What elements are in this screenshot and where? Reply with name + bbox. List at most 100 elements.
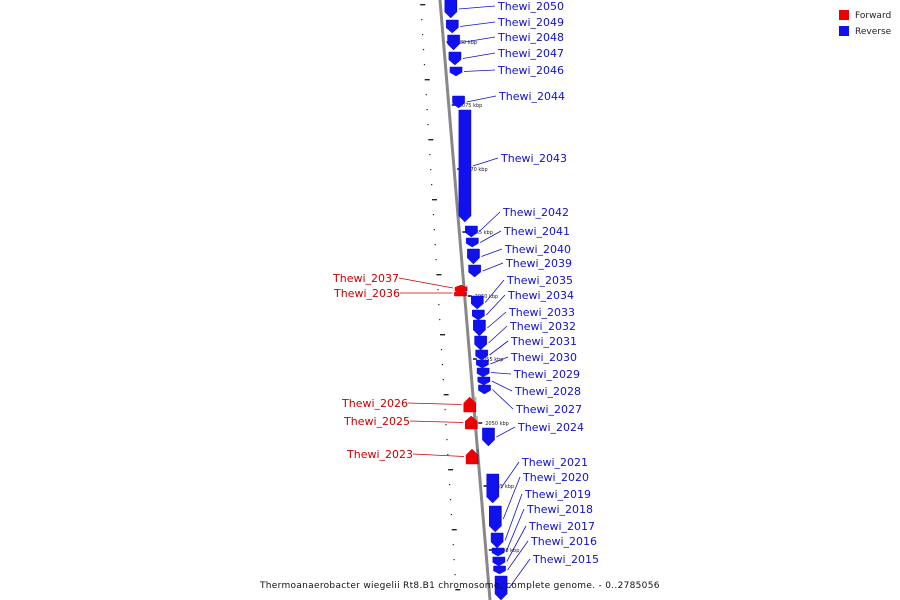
gene-leader-line (500, 461, 520, 489)
gene-leader-line (463, 69, 496, 72)
gene-arrow (476, 367, 490, 378)
dotted-guide-mark (420, 4, 426, 6)
dotted-guide-mark (449, 499, 452, 501)
gene-label: Thewi_2023 (346, 448, 413, 461)
gene-labels: Thewi_2050 Thewi_2049 Thewi_2048 Thewi_2047… (332, 0, 599, 589)
dotted-guide-mark (421, 19, 423, 21)
legend-reverse-swatch (839, 26, 849, 36)
dotted-guide-mark (439, 319, 441, 321)
gene-leader-line (480, 230, 502, 243)
gene-arrow (465, 225, 478, 238)
gene-label: Thewi_2050 (497, 0, 564, 13)
gene-label: Thewi_2021 (521, 456, 588, 469)
dotted-guide-mark (440, 349, 443, 351)
gene-arrow (475, 349, 488, 361)
dotted-guide-mark (437, 289, 439, 291)
dotted-guide-mark (430, 169, 432, 171)
gene-label: Thewi_2017 (528, 520, 595, 533)
gene-label: Thewi_2030 (510, 351, 577, 364)
gene-arrow (464, 415, 478, 430)
gene-leader-line (482, 262, 504, 272)
dotted-guide-mark (423, 64, 426, 66)
gene-arrow (478, 384, 491, 395)
dotted-guide-mark (422, 34, 424, 36)
gene-label: Thewi_2027 (515, 403, 582, 416)
scale-tick (467, 295, 472, 297)
gene-leader-line (488, 325, 508, 344)
gene-label: Thewi_2043 (500, 152, 567, 165)
dotted-guide-mark (449, 484, 451, 486)
dotted-guide-mark (429, 154, 431, 156)
gene-leader-line (398, 277, 454, 289)
scale-tick-label: 2055 kbp (480, 357, 504, 363)
gene-arrow (465, 237, 479, 248)
gene-arrow (472, 309, 485, 321)
scale-tick (478, 422, 483, 424)
gene-arrow (468, 264, 481, 278)
gene-label: Thewi_2049 (497, 16, 564, 29)
gene-leader-line (492, 389, 514, 410)
gene-arrow (491, 547, 505, 557)
gene-leader-line (407, 402, 462, 405)
gene-label: Thewi_2026 (341, 397, 408, 410)
gene-arrow (489, 505, 502, 533)
minor-tick-dots (420, 4, 461, 591)
gene-leader-line (491, 372, 512, 375)
gene-arrow (447, 34, 460, 51)
gene-leader-line (472, 157, 499, 167)
dotted-guide-mark (432, 214, 435, 216)
dotted-guide-mark (434, 244, 436, 246)
gene-leader-line (412, 453, 465, 457)
dotted-guide-mark (424, 79, 430, 81)
gene-arrow (452, 95, 465, 109)
scale-tick-label: 2040 kbp (496, 548, 520, 554)
gene-arrow (476, 359, 489, 369)
gene-label: Thewi_2039 (505, 257, 572, 270)
scale-tick (483, 485, 488, 487)
gene-label: Thewi_2024 (517, 421, 584, 434)
gene-leader-line (481, 248, 503, 257)
gene-arrow (470, 295, 484, 310)
gene-arrow (477, 376, 490, 386)
chromosome-backbone (438, 0, 492, 600)
gene-label: Thewi_2037 (332, 272, 399, 285)
gene-arrow (482, 427, 495, 447)
gene-arrow (463, 396, 476, 413)
gene-leader-line (479, 211, 501, 232)
scale-tick-label: 2050 kbp (485, 421, 509, 427)
gene-leader-line (461, 36, 496, 43)
scale-tick (451, 104, 456, 106)
scale-tick (462, 231, 467, 233)
scale-tick (472, 358, 477, 360)
gene-label: Thewi_2029 (513, 368, 580, 381)
dotted-guide-mark (440, 334, 446, 336)
gene-label: Thewi_2040 (504, 243, 571, 256)
gene-leader-line (496, 426, 516, 438)
dotted-guide-mark (433, 229, 435, 231)
gene-leader-line (506, 525, 527, 562)
gene-label: Thewi_2041 (503, 225, 570, 238)
dotted-guide-mark (442, 379, 444, 381)
dotted-guide-mark (431, 184, 433, 186)
gene-arrow (474, 335, 487, 351)
dotted-guide-mark (435, 259, 437, 261)
gene-label: Thewi_2015 (532, 553, 599, 566)
scale-tick (488, 549, 493, 551)
scale-tick-label: 2070 kbp (464, 167, 488, 173)
gene-leader-line (409, 420, 464, 423)
dotted-guide-mark (455, 589, 461, 591)
dotted-guide-mark (444, 409, 446, 411)
gene-label: Thewi_2042 (502, 206, 569, 219)
gene-leader-line (485, 294, 506, 316)
gene-leader-line (507, 540, 529, 571)
scale-tick-label: 2080 kbp (454, 40, 478, 46)
gene-label: Thewi_2048 (497, 31, 564, 44)
gene-label: Thewi_2034 (507, 289, 574, 302)
legend: Forward Reverse (839, 10, 892, 37)
dotted-guide-mark (451, 529, 457, 531)
gene-label: Thewi_2036 (333, 287, 400, 300)
dotted-guide-mark (427, 124, 429, 126)
gene-leader-line (462, 52, 496, 59)
gene-arrow (449, 66, 463, 77)
scale-tick-label: 2065 kbp (469, 230, 493, 236)
